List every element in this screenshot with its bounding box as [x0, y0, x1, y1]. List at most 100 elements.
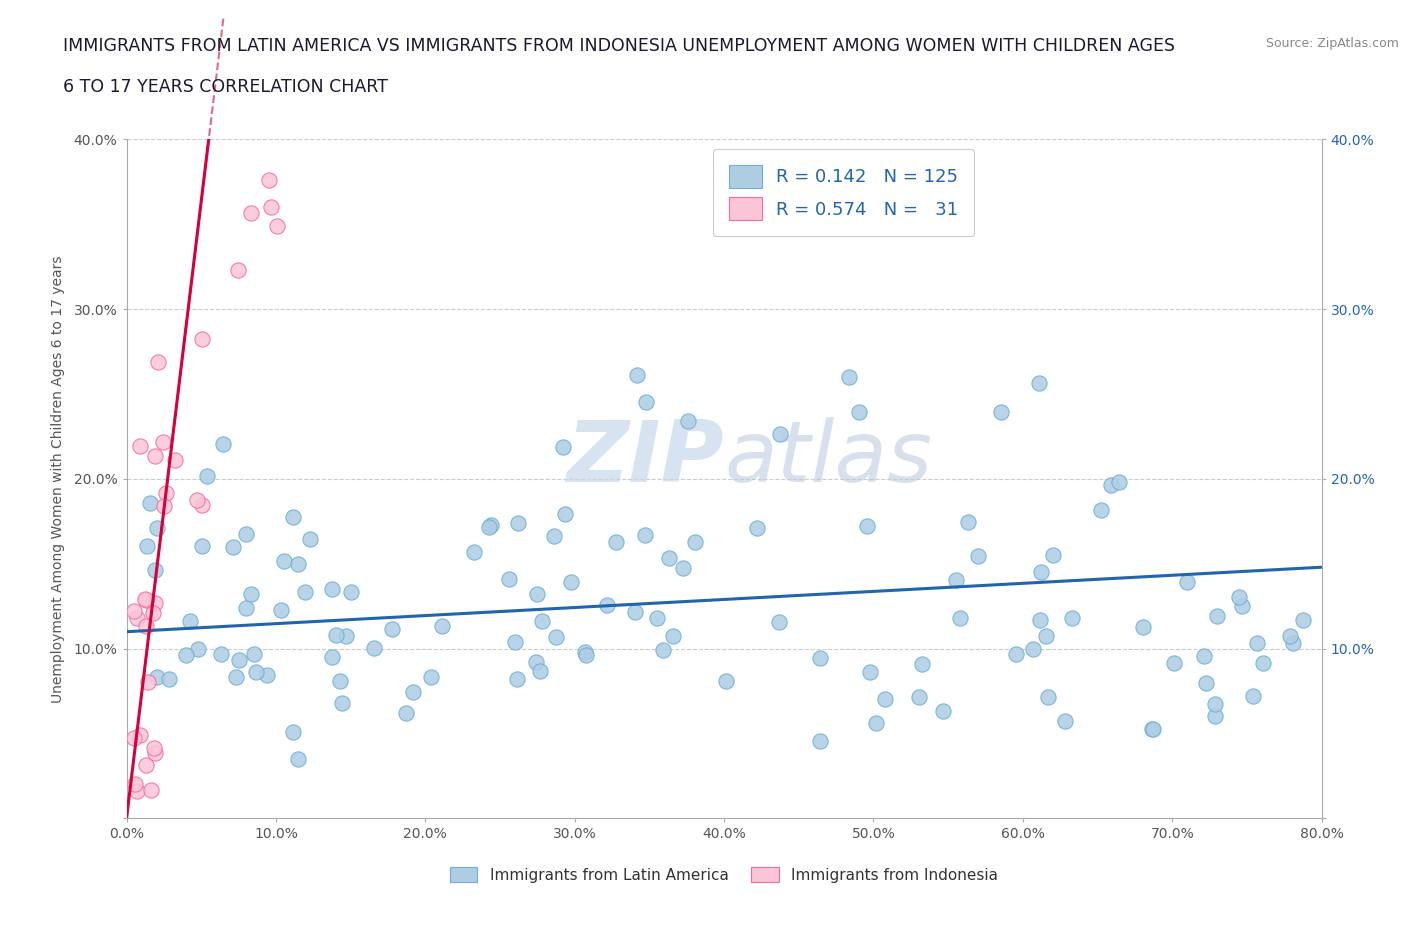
Point — [135, 618, 157, 633]
Point — [1175, 574, 1198, 589]
Point — [651, 643, 673, 658]
Point — [243, 646, 266, 661]
Point — [1090, 503, 1112, 518]
Point — [145, 521, 167, 536]
Point — [479, 518, 502, 533]
Point — [478, 519, 501, 534]
Point — [949, 610, 972, 625]
Point — [135, 592, 157, 607]
Point — [432, 619, 454, 634]
Point — [195, 469, 218, 484]
Point — [325, 628, 347, 643]
Point — [662, 628, 685, 643]
Point — [179, 614, 201, 629]
Point — [321, 650, 343, 665]
Point — [134, 591, 156, 606]
Point — [155, 485, 177, 500]
Point — [228, 652, 250, 667]
Point — [239, 586, 262, 601]
Point — [1163, 656, 1185, 671]
Point — [135, 758, 157, 773]
Point — [1142, 721, 1164, 736]
Point — [257, 172, 280, 187]
Point — [191, 498, 214, 512]
Y-axis label: Unemployment Among Women with Children Ages 6 to 17 years: Unemployment Among Women with Children A… — [51, 255, 65, 703]
Point — [186, 492, 208, 507]
Point — [273, 553, 295, 568]
Point — [574, 644, 596, 659]
Point — [543, 528, 565, 543]
Point — [212, 436, 235, 451]
Point — [139, 782, 162, 797]
Point — [1053, 714, 1076, 729]
Point — [1042, 548, 1064, 563]
Point — [506, 515, 529, 530]
Point — [551, 439, 574, 454]
Point — [596, 597, 619, 612]
Point — [626, 368, 648, 383]
Point — [530, 614, 553, 629]
Point — [420, 670, 443, 684]
Point — [402, 684, 425, 699]
Point — [1241, 688, 1264, 703]
Point — [135, 538, 157, 553]
Legend: Immigrants from Latin America, Immigrants from Indonesia: Immigrants from Latin America, Immigrant… — [444, 860, 1004, 889]
Point — [1204, 697, 1226, 711]
Point — [321, 582, 343, 597]
Point — [146, 354, 169, 369]
Point — [395, 705, 418, 720]
Point — [157, 671, 180, 686]
Point — [174, 647, 197, 662]
Point — [745, 521, 768, 536]
Point — [634, 527, 657, 542]
Point — [838, 370, 860, 385]
Point — [1140, 722, 1163, 737]
Point — [143, 448, 166, 463]
Point — [124, 777, 146, 791]
Point — [1192, 648, 1215, 663]
Point — [146, 670, 169, 684]
Point — [125, 610, 148, 625]
Point — [266, 219, 288, 233]
Point — [190, 538, 212, 553]
Point — [281, 724, 304, 739]
Point — [768, 615, 790, 630]
Point — [363, 640, 385, 655]
Point — [1292, 613, 1315, 628]
Point — [136, 675, 159, 690]
Point — [329, 674, 352, 689]
Point — [226, 262, 249, 277]
Point — [524, 655, 547, 670]
Point — [498, 572, 520, 587]
Point — [191, 331, 214, 346]
Point — [1099, 477, 1122, 492]
Point — [340, 584, 363, 599]
Point — [605, 535, 627, 550]
Point — [1246, 636, 1268, 651]
Point — [240, 206, 263, 220]
Point — [636, 394, 658, 409]
Text: 6 TO 17 YEARS CORRELATION CHART: 6 TO 17 YEARS CORRELATION CHART — [63, 78, 388, 96]
Point — [1251, 656, 1274, 671]
Point — [676, 414, 699, 429]
Point — [503, 634, 526, 649]
Point — [575, 648, 598, 663]
Point — [1036, 689, 1059, 704]
Point — [294, 585, 316, 600]
Point — [808, 650, 831, 665]
Point — [122, 604, 145, 618]
Point — [1028, 613, 1050, 628]
Point — [260, 200, 283, 215]
Point — [256, 668, 278, 683]
Point — [672, 561, 695, 576]
Point — [143, 741, 166, 756]
Point — [624, 604, 647, 619]
Point — [381, 621, 404, 636]
Point — [683, 534, 706, 549]
Point — [1060, 610, 1083, 625]
Point — [152, 434, 174, 449]
Point — [129, 439, 152, 454]
Point — [143, 746, 166, 761]
Point — [139, 496, 162, 511]
Point — [1227, 590, 1250, 604]
